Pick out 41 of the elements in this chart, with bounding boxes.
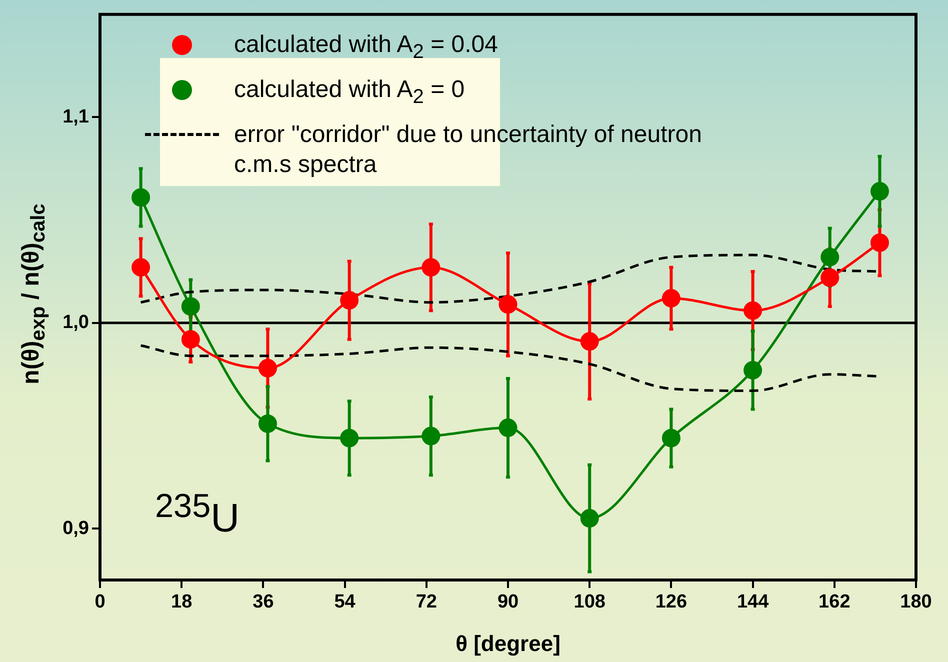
x-tick-label: 0: [94, 592, 106, 613]
point: [870, 233, 889, 252]
x-tick-label: 54: [334, 592, 356, 613]
point: [498, 295, 518, 314]
point: [662, 288, 680, 308]
x-tick-label: 18: [171, 592, 192, 613]
x-tick-label: 144: [736, 592, 770, 613]
legend-label: calculated with A$_{2}$ = 0: [234, 74, 466, 110]
point: [340, 291, 359, 310]
y-tick-label: 1,1: [62, 106, 90, 128]
x-tick-label: 90: [497, 592, 519, 613]
point: [132, 258, 150, 277]
y-tick-label: 0,9: [62, 518, 89, 539]
y-tick-label: 1,0: [62, 312, 89, 334]
x-tick-label: 162: [818, 592, 850, 613]
point: [744, 360, 762, 380]
x-axis-title: θ [degree]: [456, 630, 560, 656]
point: [820, 248, 840, 266]
annotation: $^{235}$U: [155, 488, 240, 542]
point: [258, 414, 277, 433]
point: [422, 258, 440, 277]
point: [662, 428, 680, 448]
point: [580, 332, 599, 351]
point: [820, 268, 840, 287]
legend-label: calculated with A$_{2}$ = 0.04: [234, 30, 499, 65]
point: [422, 426, 440, 446]
point: [870, 182, 889, 201]
x-tick-label: 72: [416, 592, 437, 613]
point: [744, 301, 762, 320]
x-tick-label: 180: [900, 592, 932, 613]
x-tick-label: 126: [655, 592, 688, 613]
legend-label: error "corridor" due to uncertainty of neutron c.m.s spectra: [234, 120, 703, 180]
point: [258, 358, 277, 378]
point: [580, 509, 599, 528]
point: [498, 418, 518, 438]
point: [340, 428, 359, 448]
x-tick-label: 108: [574, 592, 606, 613]
point: [181, 330, 200, 349]
x-tick-label: 36: [252, 592, 274, 613]
point: [132, 188, 150, 207]
point: [181, 297, 200, 316]
